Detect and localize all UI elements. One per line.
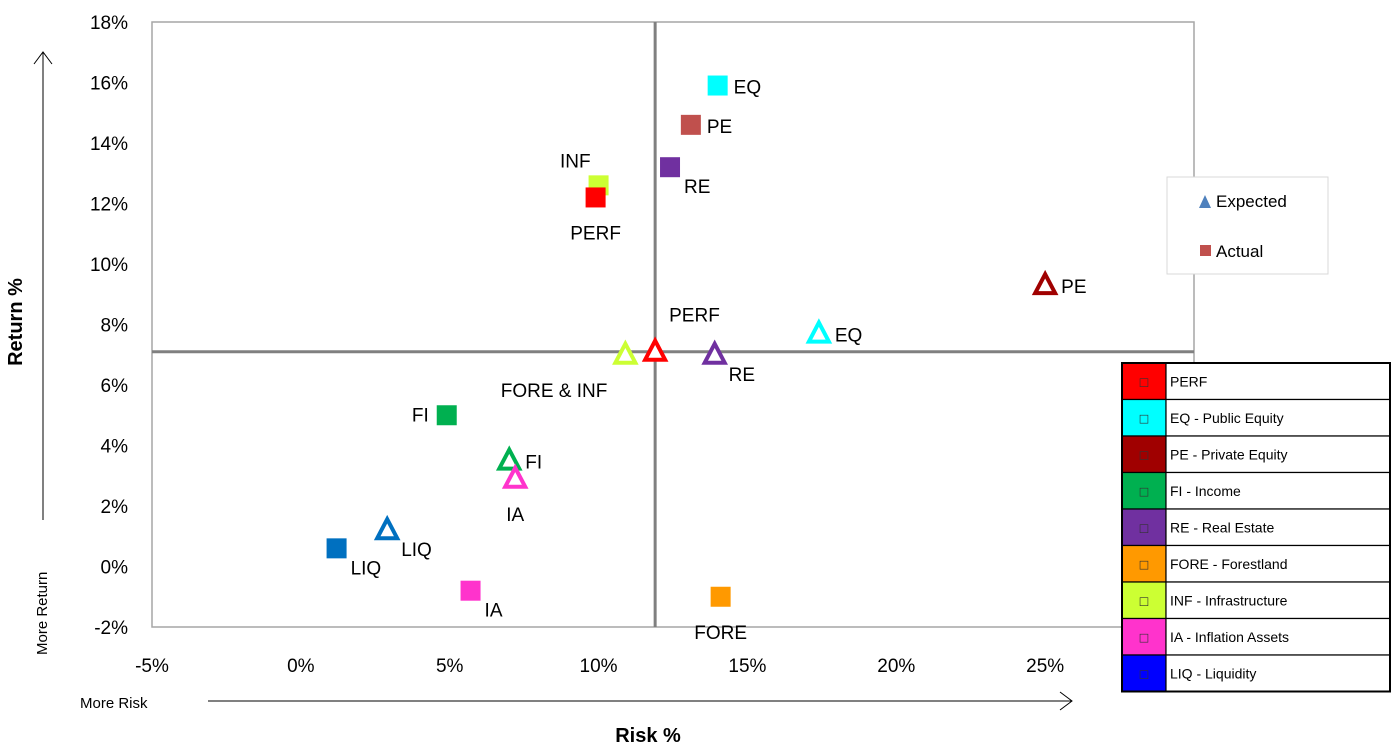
actual-liq-label: LIQ: [351, 558, 382, 579]
actual-eq-marker: [707, 75, 728, 96]
color-key-ia-label: IA - Inflation Assets: [1170, 629, 1289, 645]
color-key-re-glyph: □: [1139, 521, 1149, 534]
actual-ia-marker: [460, 580, 481, 601]
x-tick-label: 25%: [1026, 656, 1064, 677]
legend: Expected Actual: [1166, 176, 1329, 275]
color-key-eq-glyph: □: [1139, 412, 1149, 425]
y-axis-title: Return %: [5, 278, 27, 366]
x-axis-title: Risk %: [615, 725, 681, 744]
x-tick-label: -5%: [135, 656, 169, 677]
x-tick-label: 15%: [728, 656, 766, 677]
actual-re-label: RE: [684, 177, 710, 198]
color-key-pe-label: PE - Private Equity: [1170, 446, 1288, 462]
actual-fore-marker: [710, 586, 731, 607]
expected-fi-label: FI: [525, 453, 542, 474]
color-key-re-cell: [1165, 508, 1391, 547]
actual-perf-label: PERF: [570, 223, 621, 244]
x-axis-ticks: -5% 0% 5% 10% 15% 20% 25%: [135, 656, 1064, 677]
y-tick-label: 2%: [101, 497, 129, 518]
actual-perf-marker: [585, 187, 606, 208]
color-key-liq-glyph: □: [1139, 667, 1149, 680]
x-note-more-risk: More Risk: [80, 695, 148, 712]
color-key-pe-glyph: □: [1139, 448, 1149, 461]
y-tick-label: -2%: [94, 618, 128, 639]
expected-fi-marker: [495, 445, 523, 471]
expected-re-label: RE: [729, 365, 755, 386]
expected-eq-marker: [805, 318, 833, 344]
expected-liq-label: LIQ: [401, 540, 432, 561]
expected-liq-marker: [373, 514, 401, 541]
actual-ia-label: IA: [485, 601, 503, 622]
color-key-inf-glyph: □: [1139, 594, 1149, 607]
color-key-liq-label: LIQ - Liquidity: [1170, 665, 1256, 681]
color-key-fi-cell: [1165, 471, 1391, 510]
y-tick-label: 14%: [90, 134, 128, 155]
expected-ia-label: IA: [506, 505, 524, 526]
color-key-eq-swatch: [1121, 398, 1167, 437]
actual-eq-label: EQ: [734, 78, 761, 99]
legend-expected-marker: [1199, 195, 1211, 208]
x-arrow: [208, 691, 1073, 711]
color-key-perf-cell: [1165, 362, 1391, 401]
expected-ia-marker: [501, 463, 529, 489]
legend-actual-label: Actual: [1216, 242, 1263, 261]
color-key-inf-cell: [1165, 581, 1391, 620]
y-tick-label: 10%: [90, 255, 128, 276]
y-tick-label: 0%: [101, 558, 129, 579]
y-note-more-return: More Return: [34, 572, 51, 655]
y-tick-label: 16%: [90, 74, 128, 95]
actual-fi-label: FI: [412, 405, 429, 426]
color-key-liq-swatch: [1121, 654, 1167, 693]
color-key-inf-label: INF - Infrastructure: [1170, 592, 1288, 608]
color-key-ia-glyph: □: [1139, 631, 1149, 644]
expected-eq-label: EQ: [835, 326, 862, 347]
expected-pe-marker: [1031, 269, 1059, 296]
color-key-eq-cell: [1165, 398, 1391, 437]
actual-inf-label: INF: [560, 151, 591, 172]
actual-pe-label: PE: [707, 117, 732, 138]
y-tick-label: 8%: [101, 316, 129, 337]
color-key-table: □ PERF □ EQ - Public Equity □ PE - Private Eq…: [1121, 362, 1391, 693]
actual-liq-marker: [326, 538, 347, 559]
color-key-fore-label: FORE - Forestland: [1170, 556, 1287, 572]
y-axis-ticks: -2% 0% 2% 4% 6% 8% 10% 12% 14% 16% 18%: [90, 13, 128, 639]
x-tick-label: 10%: [580, 656, 618, 677]
expected-fore-inf-marker: [612, 339, 639, 365]
y-arrow: [33, 51, 53, 520]
y-tick-label: 12%: [90, 195, 128, 216]
expected-re-marker: [701, 339, 728, 365]
actual-fore-label: FORE: [694, 623, 747, 644]
plot-area: [151, 21, 1195, 628]
expected-perf-label: PERF: [669, 306, 720, 327]
legend-expected-label: Expected: [1216, 192, 1287, 211]
color-key-fore-cell: [1165, 544, 1391, 583]
y-tick-label: 18%: [90, 13, 128, 34]
expected-pe-label: PE: [1061, 277, 1086, 298]
legend-actual-marker: [1200, 245, 1211, 256]
color-key-fore-glyph: □: [1139, 558, 1149, 571]
expected-perf-marker: [641, 336, 669, 362]
actual-fi-marker: [436, 405, 457, 426]
y-tick-label: 4%: [101, 437, 129, 458]
color-key-liq-cell: [1165, 654, 1391, 693]
color-key-fi-label: FI - Income: [1170, 483, 1241, 499]
x-tick-label: 5%: [436, 656, 464, 677]
x-tick-label: 20%: [877, 656, 915, 677]
actual-re-marker: [660, 157, 681, 178]
color-key-perf-glyph: □: [1139, 375, 1149, 388]
actual-pe-marker: [680, 114, 701, 135]
color-key-re-label: RE - Real Estate: [1170, 519, 1274, 535]
expected-fore-inf-label: FORE & INF: [501, 381, 608, 402]
color-key-fi-glyph: □: [1139, 485, 1149, 498]
color-key-eq-label: EQ - Public Equity: [1170, 410, 1284, 426]
color-key-perf-label: PERF: [1170, 373, 1207, 389]
crosshair-lines: [152, 22, 1194, 627]
x-tick-label: 0%: [287, 656, 315, 677]
color-key-border: [1121, 362, 1391, 693]
y-tick-label: 6%: [101, 376, 129, 397]
